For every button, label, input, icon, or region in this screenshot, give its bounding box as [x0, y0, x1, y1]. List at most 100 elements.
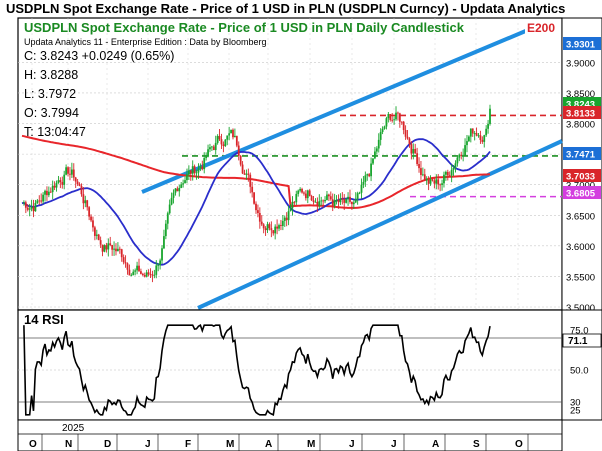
candle [170, 192, 173, 206]
candle [107, 238, 110, 257]
candle [452, 164, 455, 176]
candle [425, 176, 428, 185]
candle [63, 170, 66, 190]
candle [370, 157, 372, 182]
month-label: A [265, 439, 272, 450]
month-label: J [391, 439, 397, 450]
rsi-current-box [562, 333, 602, 348]
candle [481, 136, 484, 144]
candle [285, 212, 288, 227]
candle [393, 116, 395, 125]
candle [468, 135, 470, 143]
candle [180, 182, 183, 189]
rsi-panel [17, 309, 563, 421]
candle [80, 183, 83, 197]
candle [46, 186, 48, 201]
candle [331, 193, 334, 212]
candle [260, 215, 263, 227]
candle [464, 138, 466, 156]
candle [429, 175, 432, 186]
candle [483, 134, 486, 148]
candle [291, 196, 294, 216]
ohlc-close: C: 3.8243 +0.0249 (0.65%) [24, 49, 174, 63]
candle [362, 176, 365, 189]
candle [466, 135, 468, 153]
candle [420, 161, 422, 180]
candle [38, 195, 41, 205]
candle [485, 125, 488, 137]
candle [145, 269, 148, 278]
candle [128, 264, 131, 276]
candle [226, 135, 229, 146]
candle [374, 146, 376, 160]
candle [195, 169, 198, 180]
candle [59, 177, 62, 189]
candle [337, 194, 340, 209]
channel-lower [197, 139, 563, 310]
candle [477, 133, 480, 138]
candle [210, 145, 213, 151]
candle [172, 189, 175, 204]
candle [402, 120, 405, 135]
price-label-text: 3.7471 [566, 150, 596, 161]
candle [473, 130, 476, 141]
candle [82, 187, 85, 210]
rsi-axis [561, 309, 602, 421]
candle [306, 189, 309, 204]
candle [427, 176, 430, 191]
candle [487, 119, 489, 134]
candle [95, 229, 98, 240]
candle [270, 221, 273, 238]
candle [456, 155, 459, 167]
candle [111, 244, 114, 256]
candle [443, 171, 445, 188]
rsi-title: 14 RSI [24, 312, 64, 327]
rsi-tick-label: 30 [570, 398, 581, 409]
price-label-box [563, 186, 601, 199]
candle [168, 199, 171, 215]
candle [126, 262, 129, 275]
price-label-box [563, 37, 601, 50]
candle [475, 127, 478, 137]
candle [235, 135, 238, 148]
candle [232, 128, 234, 140]
rsi-line [23, 324, 491, 416]
candle [101, 244, 104, 257]
candle [324, 196, 326, 204]
candle [352, 200, 355, 210]
candle [203, 152, 206, 174]
candle [479, 130, 482, 144]
candle [316, 197, 319, 212]
price-label-box [563, 106, 601, 119]
candle [222, 141, 225, 153]
candle [216, 134, 219, 145]
month-label: O [515, 439, 523, 450]
candle [57, 175, 60, 184]
candle [99, 236, 102, 248]
candle [44, 189, 46, 202]
candle [23, 200, 25, 206]
candle [234, 128, 236, 138]
trend-channel [141, 28, 563, 310]
month-label: J [145, 439, 151, 450]
candle [228, 126, 231, 141]
candle [159, 258, 161, 270]
candle [174, 188, 177, 196]
candle [293, 201, 296, 206]
candle [489, 104, 491, 126]
candle [30, 199, 33, 212]
candle [364, 171, 367, 187]
candle [299, 187, 302, 193]
candle [318, 194, 321, 209]
candle [368, 173, 371, 178]
price-label-box [563, 147, 601, 160]
candle [437, 173, 440, 190]
candle [283, 215, 286, 227]
candle [149, 268, 152, 278]
candle [141, 272, 144, 277]
candle [249, 172, 252, 194]
candle [247, 168, 250, 182]
candle [287, 205, 290, 226]
candle [262, 223, 265, 234]
